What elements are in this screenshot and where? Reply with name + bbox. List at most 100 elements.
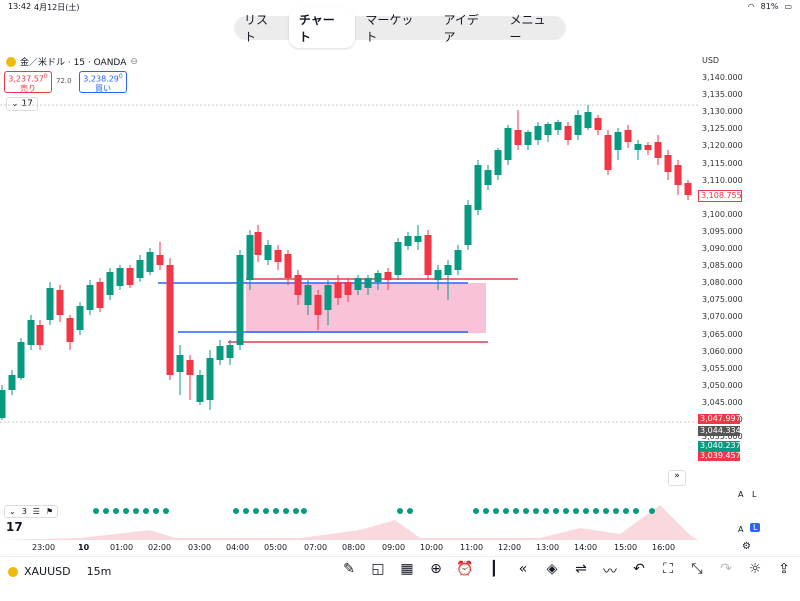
candle-body	[314, 295, 322, 315]
signal-dot	[543, 508, 549, 514]
candle-body	[424, 235, 432, 275]
time-label: 16:00	[652, 543, 676, 552]
candle-body	[584, 112, 592, 128]
rewind-icon[interactable]: «	[518, 561, 528, 577]
candle-body	[264, 245, 272, 260]
settings-icon[interactable]: ☰	[32, 507, 40, 516]
top-nav: リスト チャート マーケット アイデア メニュー	[234, 8, 566, 48]
candle-body	[146, 252, 154, 272]
bottom-symbol[interactable]: XAUUSD 15m	[8, 565, 111, 578]
auto-scale-a2[interactable]: A	[738, 525, 744, 534]
buy-button[interactable]: 3,238.290 買い	[79, 71, 127, 93]
candle-body	[0, 390, 6, 418]
log-scale-l[interactable]: L	[752, 490, 757, 499]
chart-canvas[interactable]	[0, 50, 698, 540]
time-axis[interactable]: 23:00 10 01:00 02:00 03:00 04:00 05:00 07:00 08:…	[0, 541, 700, 555]
time-label: 08:00	[342, 543, 366, 552]
candle-body	[504, 128, 512, 160]
price-label: 3,125.000	[702, 124, 743, 134]
collapse-icon[interactable]: ⤡	[691, 561, 703, 577]
trend-icon[interactable]: 〰	[603, 564, 617, 580]
signal-dot	[301, 508, 307, 514]
share-icon[interactable]: ⇪	[778, 561, 790, 577]
candle-body	[96, 282, 104, 308]
settings-gear-icon[interactable]: ⚙	[742, 541, 751, 552]
pen-icon[interactable]: ✎	[343, 561, 355, 577]
add-icon[interactable]: ⊕	[430, 561, 442, 577]
signal-dot	[103, 508, 109, 514]
candle-body	[116, 268, 124, 286]
signal-dot	[523, 508, 529, 514]
candle-body	[594, 118, 602, 130]
price-label: 3,100.000	[702, 209, 743, 219]
tab-list[interactable]: リスト	[244, 13, 269, 44]
candle-body	[434, 270, 442, 280]
signal-dot	[283, 508, 289, 514]
candle-body	[76, 306, 84, 330]
price-tag: 3,047.997	[698, 414, 741, 424]
signal-dot	[243, 508, 249, 514]
undo-icon[interactable]: ↶	[633, 561, 645, 577]
candle-body	[474, 165, 482, 210]
candle-body	[226, 345, 234, 358]
signal-dot	[123, 508, 129, 514]
chart-type-icon[interactable]: ◱	[371, 561, 385, 577]
signal-dot	[93, 508, 99, 514]
signal-dot	[473, 508, 479, 514]
candle-icon[interactable]: ┃	[489, 561, 499, 577]
time-label: 05:00	[264, 543, 288, 552]
log-scale-l2[interactable]: L	[750, 523, 761, 532]
minus-icon[interactable]: ⊖	[130, 56, 138, 67]
sell-button[interactable]: 3,237.570 売り	[4, 71, 52, 93]
scroll-right-button[interactable]: »	[668, 470, 686, 486]
price-label: 3,075.000	[702, 295, 743, 305]
signal-dot	[233, 508, 239, 514]
bulb-icon[interactable]: ☼	[748, 561, 762, 577]
signal-dot	[113, 508, 119, 514]
flag-icon[interactable]: ⚑	[45, 507, 54, 516]
tab-ideas[interactable]: アイデア	[443, 13, 479, 44]
grid-icon[interactable]: ▦	[400, 561, 414, 577]
price-tag: 3,044.334	[698, 426, 741, 436]
candle-body	[564, 126, 572, 140]
price-label: 3,085.000	[702, 261, 743, 271]
candle-body	[414, 236, 422, 242]
price-label: 3,080.000	[702, 278, 743, 288]
redo-icon[interactable]: ↷	[720, 561, 732, 577]
candle-body	[394, 242, 402, 275]
signal-dot	[573, 508, 579, 514]
signal-dot	[613, 508, 619, 514]
time-label: 02:00	[148, 543, 172, 552]
signal-dot	[533, 508, 539, 514]
status-bar: 13:42 4月12日(土) ◠ 81% ▭	[0, 0, 800, 14]
price-label: 3,070.000	[702, 312, 743, 322]
price-label: 3,065.000	[702, 329, 743, 339]
bottom-symbol-name: XAUUSD	[24, 565, 71, 578]
price-label: 3,055.000	[702, 363, 743, 373]
candle-body	[56, 290, 64, 315]
candle-body	[554, 122, 562, 130]
alarm-icon[interactable]: ⏰	[456, 561, 474, 577]
indicator-legend[interactable]: ⌄ 3 ☰ ⚑	[4, 505, 59, 518]
price-label: 3,095.000	[702, 226, 743, 236]
tab-menu[interactable]: メニュー	[509, 13, 546, 44]
signal-dot	[143, 508, 149, 514]
bottom-interval[interactable]: 15m	[86, 565, 112, 578]
auto-scale-a[interactable]: A	[738, 490, 744, 499]
price-tag: 3,040.237	[698, 441, 741, 451]
status-right: ◠ 81% ▭	[748, 2, 792, 11]
candle-body	[634, 144, 642, 150]
sliders-icon[interactable]: ⇌	[575, 561, 587, 577]
layers-icon[interactable]: ◈	[546, 561, 558, 577]
symbol-header[interactable]: 金／米ドル · 15 · OANDA ⊖	[6, 55, 138, 68]
battery-percent: 81%	[760, 2, 779, 11]
price-axis[interactable]: USD 3,140.000 3,135.000 3,130.000 3,125.000…	[698, 50, 800, 540]
candle-body	[604, 135, 612, 170]
signal-dot	[133, 508, 139, 514]
tab-market[interactable]: マーケット	[365, 13, 414, 44]
tab-chart[interactable]: チャート	[288, 8, 356, 48]
fullscreen-icon[interactable]: ⛶	[663, 561, 673, 577]
signal-dot	[553, 508, 559, 514]
status-date: 4月12日(土)	[34, 3, 80, 12]
indicator-toggle[interactable]: ⌄ 17	[6, 97, 38, 111]
